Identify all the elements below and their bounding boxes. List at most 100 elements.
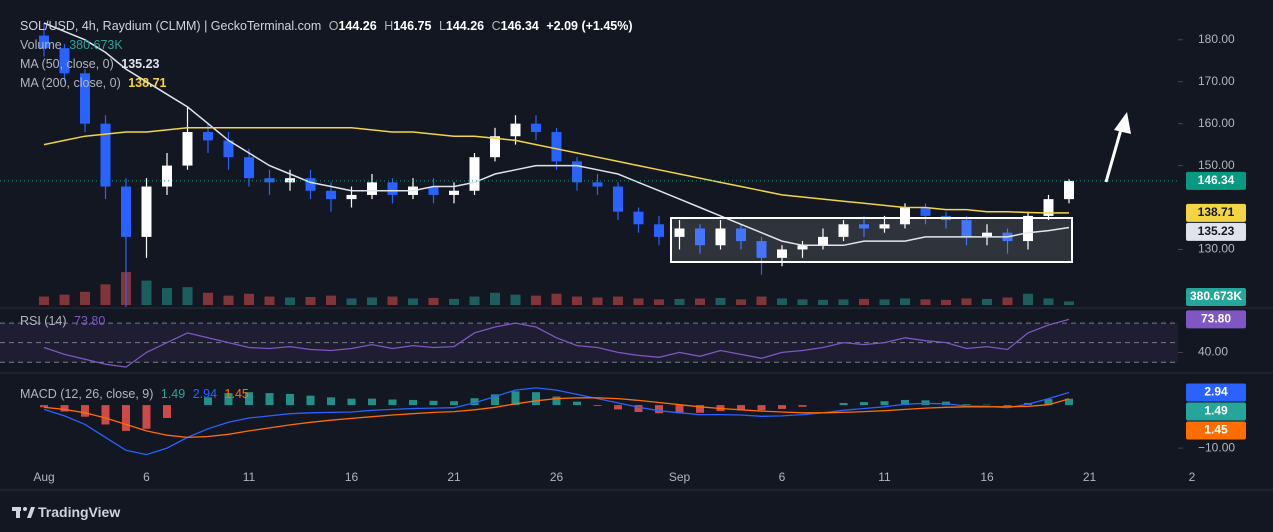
macd-histogram-bar (655, 405, 663, 414)
volume-bar (674, 298, 685, 305)
volume-bar (797, 299, 808, 305)
candle-body (900, 207, 910, 225)
legend-value: 73.80 (74, 314, 106, 328)
macd-histogram-bar (511, 391, 520, 406)
candle-body (121, 186, 131, 237)
logo-part (23, 507, 27, 511)
candle-body (982, 232, 992, 237)
ohlc-key: C (491, 19, 501, 33)
volume-bar (879, 299, 890, 305)
volume-bar (367, 297, 377, 305)
value-tag-bg (1186, 402, 1246, 421)
volume-bar (182, 287, 193, 305)
macd-histogram-bar (839, 402, 848, 406)
macd-histogram-bar (614, 405, 622, 410)
macd-value-tag: 2.94 (1204, 385, 1228, 399)
volume-bar (1064, 301, 1074, 305)
x-tick-label: Aug (33, 470, 54, 484)
macd-histogram-bar (60, 405, 69, 412)
macd-line (43, 387, 1070, 456)
macd-histogram-bar (634, 405, 643, 412)
candle-body (531, 123, 541, 133)
macd-histogram-bar (40, 405, 48, 408)
candle-body (203, 132, 213, 141)
volume-bar (100, 284, 111, 305)
macd-histogram-bar (921, 400, 930, 406)
legend-name: MA (200, close, 0) (20, 76, 121, 90)
y-tick-label: 130.00 (1198, 242, 1235, 256)
candle-body (182, 132, 193, 166)
volume-bar (264, 296, 275, 305)
candle-body (838, 224, 849, 237)
macd-histogram-bar (1065, 398, 1073, 406)
candle-body (551, 132, 562, 162)
candle-body (613, 186, 623, 212)
candle-body (39, 35, 49, 49)
macd-histogram-bar (675, 405, 684, 414)
macd-histogram-bar (778, 405, 786, 409)
volume-bar (838, 299, 849, 305)
volume-bar (613, 296, 623, 305)
arrow-head (1114, 112, 1131, 134)
volume-bar (818, 299, 828, 305)
change: +2.09 (+1.45%) (546, 19, 633, 33)
macd-histogram-bar (573, 401, 581, 406)
x-tick-label: 16 (345, 470, 359, 484)
volume-bar (59, 294, 70, 305)
y-tick-label: 170.00 (1198, 74, 1235, 88)
legend-value: 1.49 (160, 387, 186, 401)
ma-legend: MA (50, close, 0) 135.23 (20, 57, 164, 71)
macd-histogram-bar (532, 392, 540, 406)
candle-body (715, 228, 726, 246)
candle-body (633, 211, 644, 225)
macd-histogram-bar (101, 405, 110, 425)
volume-bar (244, 293, 254, 305)
brand[interactable]: TradingView (38, 504, 121, 520)
symbol-title[interactable]: SOL/USD, 4h, Raydium (CLMM) | GeckoTermi… (20, 19, 322, 33)
y-tick-label: −10.00 (1198, 440, 1235, 454)
volume-bar (346, 298, 357, 305)
macd-histogram-bar (327, 397, 335, 406)
macd-histogram-bar (593, 405, 602, 406)
volume-bar (203, 292, 213, 305)
macd-legend: MACD (12, 26, close, 9) 1.49 2.94 1.45 (20, 387, 253, 401)
x-tick-label: 26 (550, 470, 564, 484)
candle-body (223, 140, 234, 158)
macd-histogram-bar (450, 401, 458, 406)
volume-bar (531, 295, 541, 305)
volume-bar (449, 298, 459, 305)
volume-bar (469, 296, 480, 305)
moving-average (43, 22, 1070, 247)
x-tick-label: 6 (143, 470, 150, 484)
macd-histogram-bar (880, 401, 889, 406)
value-tag-bg (1186, 203, 1246, 222)
macd-histogram-bar (81, 405, 89, 417)
logo-part (27, 507, 35, 518)
candle-body (264, 178, 275, 183)
volume-bar (900, 298, 910, 305)
candle-body (797, 245, 808, 250)
candle-body (490, 136, 500, 158)
rsi-legend: RSI (14) 73.80 (20, 314, 109, 328)
x-tick-label: 16 (980, 470, 994, 484)
candle-body (162, 165, 172, 187)
value-tag-bg (1186, 383, 1246, 402)
price-pane (0, 22, 1178, 307)
macd-histogram-bar (306, 395, 315, 406)
macd-histogram-bar (1003, 405, 1012, 406)
volume-bar (510, 294, 521, 305)
macd-histogram-bar (798, 405, 807, 407)
macd-histogram-bar (429, 400, 438, 406)
volume-bar (572, 296, 582, 305)
volume-bar (654, 299, 664, 305)
legend-name: Volume (20, 38, 62, 52)
legend-name: MA (50, close, 0) (20, 57, 114, 71)
macd-histogram-bar (696, 405, 704, 413)
volume-bar (162, 288, 172, 305)
volume-bar (633, 298, 644, 305)
legend-value: 138.71 (128, 76, 167, 90)
candle-body (141, 186, 152, 237)
candle-body (920, 207, 931, 216)
volume-bar (285, 297, 295, 305)
